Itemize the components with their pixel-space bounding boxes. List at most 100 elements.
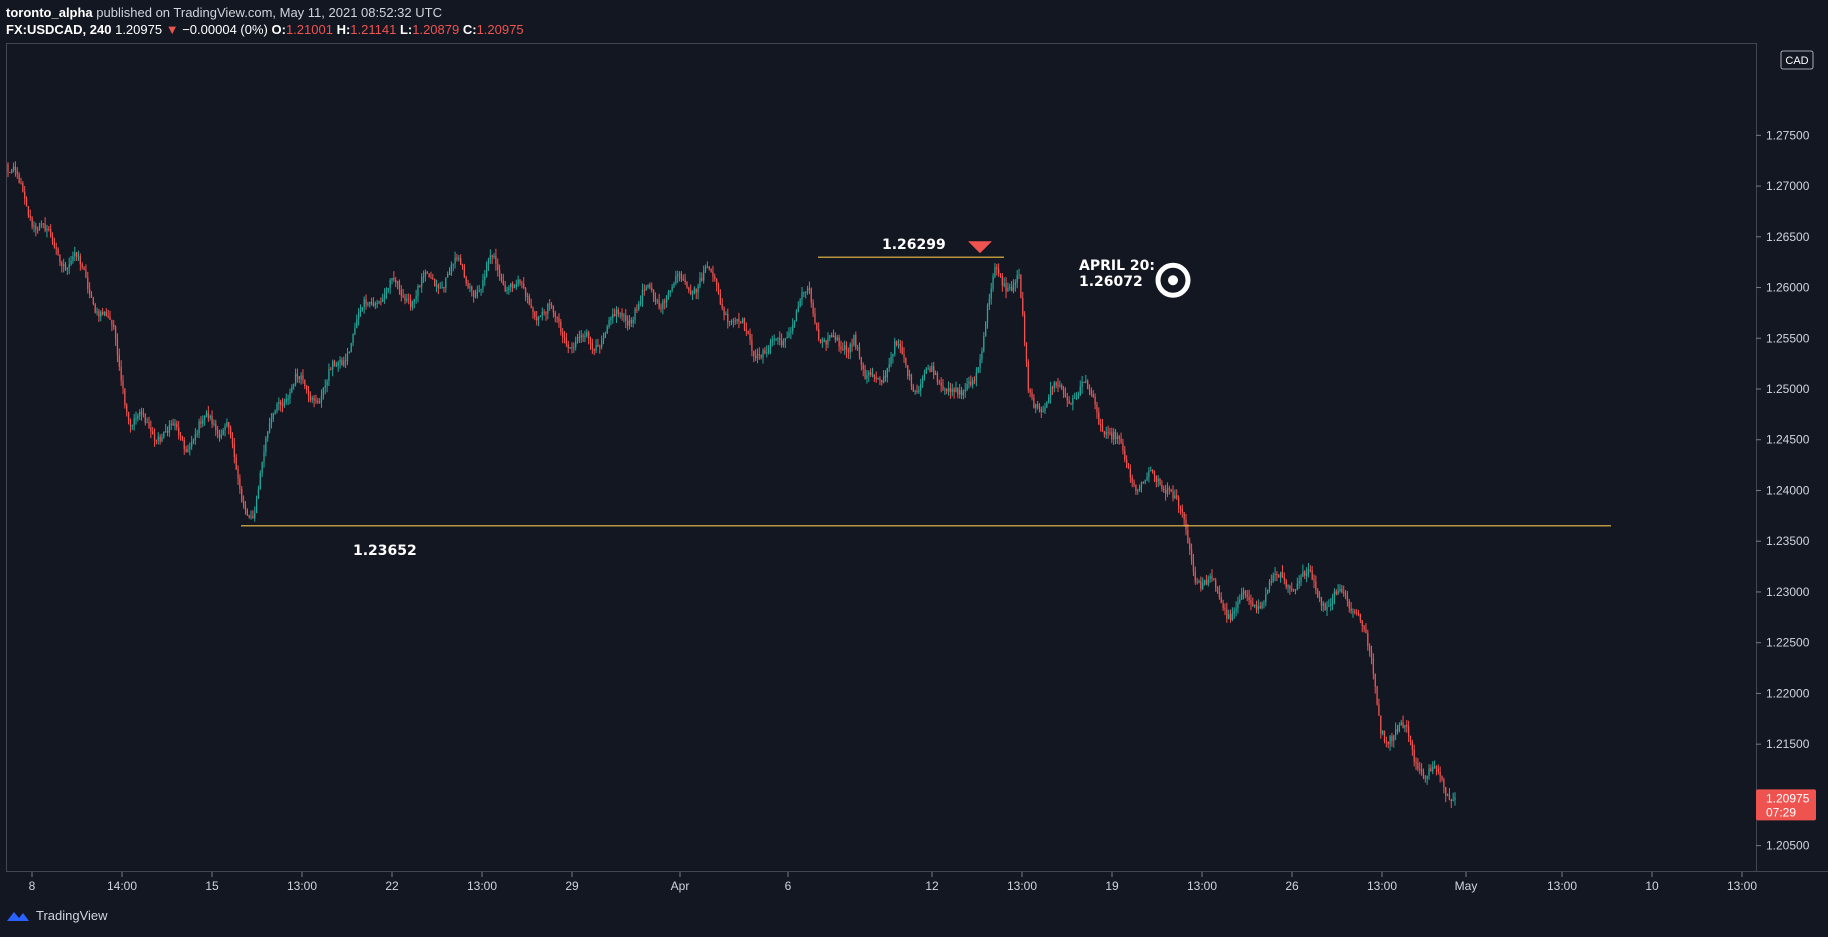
candle-body: [1446, 794, 1449, 796]
candle-body: [979, 359, 981, 368]
candle-body: [346, 353, 349, 362]
candle-body: [306, 386, 308, 391]
candle-body: [274, 410, 276, 414]
candle-body: [313, 397, 315, 401]
candle-body: [229, 427, 232, 439]
last-price-tag: 1.20975 07:29: [1756, 789, 1816, 821]
candle-body: [723, 308, 725, 315]
candle-body: [586, 332, 588, 337]
candle-body: [664, 301, 666, 303]
candle-body: [309, 395, 312, 400]
candle-body: [1333, 591, 1336, 598]
candle-body: [1094, 396, 1096, 405]
candle-body: [135, 418, 137, 420]
candle-body: [1222, 603, 1224, 609]
candle-body: [517, 279, 519, 285]
candle-body: [515, 284, 517, 288]
open-value: 1.21001: [285, 22, 333, 37]
candle-body: [970, 381, 972, 385]
candle-body: [242, 501, 245, 506]
candle-body: [875, 377, 877, 379]
candle-body: [424, 272, 427, 277]
resistance-level-label: 1.26299: [882, 237, 946, 253]
candle-body: [662, 301, 664, 309]
candle-body: [849, 344, 851, 353]
time-tick-label: 12: [925, 879, 939, 893]
candle-body: [367, 303, 369, 305]
currency-badge[interactable]: CAD: [1780, 50, 1814, 70]
candle-body: [1311, 570, 1313, 580]
candle-body: [391, 277, 393, 280]
candle-body: [311, 397, 313, 400]
candle-body: [1278, 575, 1280, 578]
candle-body: [847, 351, 850, 353]
candle-body: [1064, 393, 1067, 398]
candle-body: [1218, 592, 1221, 598]
candle-body: [1387, 741, 1389, 744]
candle-body: [174, 423, 176, 426]
candle-body: [387, 287, 389, 290]
candle-body: [1161, 484, 1163, 489]
candle-body: [287, 398, 289, 400]
candle-body: [216, 430, 219, 433]
footer-brand[interactable]: TradingView: [6, 908, 108, 923]
candle-body: [1022, 298, 1024, 315]
time-tick-label: 13:00: [1367, 879, 1397, 893]
candle-body: [894, 341, 896, 354]
candle-body: [504, 284, 506, 292]
candle-body: [1189, 542, 1191, 550]
time-tick-label: 26: [1285, 879, 1299, 893]
candle-body: [851, 344, 853, 346]
candle-body: [1137, 490, 1139, 492]
candle-body: [784, 338, 786, 342]
candle-body: [465, 277, 467, 284]
candle-body: [1330, 603, 1332, 606]
candle-body: [628, 320, 631, 326]
candle-body: [469, 286, 471, 288]
candle-body: [280, 401, 282, 405]
symbol-label[interactable]: FX:USDCAD, 240: [6, 22, 112, 37]
candle-body: [901, 346, 903, 355]
candle-body: [107, 316, 109, 318]
candle-body: [613, 314, 616, 317]
price-axis[interactable]: 1.27500 1.27000 1.26500 1.26000 1.25500 1.250…: [1756, 128, 1810, 853]
candle-body: [973, 380, 976, 382]
candle-body: [294, 373, 297, 385]
candle-body: [9, 171, 11, 174]
candle-body: [873, 374, 875, 378]
candle-body: [11, 169, 13, 174]
candle-body: [1105, 431, 1107, 435]
candle-body: [194, 434, 197, 441]
candle-body: [1419, 768, 1421, 770]
candle-body: [1142, 482, 1144, 484]
candle-body: [645, 287, 647, 291]
author-name[interactable]: toronto_alpha: [6, 5, 93, 20]
candle-body: [690, 290, 692, 294]
candle-body: [1257, 606, 1260, 610]
candle-body: [378, 301, 380, 304]
candle-body: [415, 296, 417, 300]
last-price: 1.20975: [115, 22, 163, 37]
candle-body: [307, 390, 310, 396]
candle-body: [771, 340, 773, 342]
candle-body: [498, 269, 501, 276]
candle-body: [665, 295, 668, 303]
candle-body: [255, 498, 258, 514]
candle-body: [408, 298, 410, 300]
plot-frame: [6, 43, 1757, 872]
candle-body: [140, 411, 143, 414]
candle-body: [467, 283, 469, 288]
candle-body: [50, 229, 52, 237]
candle-body: [220, 434, 222, 438]
candle-body: [319, 401, 321, 403]
candle-body: [456, 257, 458, 259]
candle-body: [1422, 772, 1425, 778]
candle-body: [322, 387, 325, 396]
time-axis[interactable]: 8 14:00 15 13:00 22 13:00 29 Apr 6 12 13:00 19 13:00…: [29, 872, 1758, 893]
candle-body: [1148, 470, 1150, 477]
candle-body: [1164, 490, 1167, 494]
candle-body: [957, 387, 959, 395]
candle-body: [1343, 592, 1345, 594]
candle-body: [452, 263, 454, 265]
